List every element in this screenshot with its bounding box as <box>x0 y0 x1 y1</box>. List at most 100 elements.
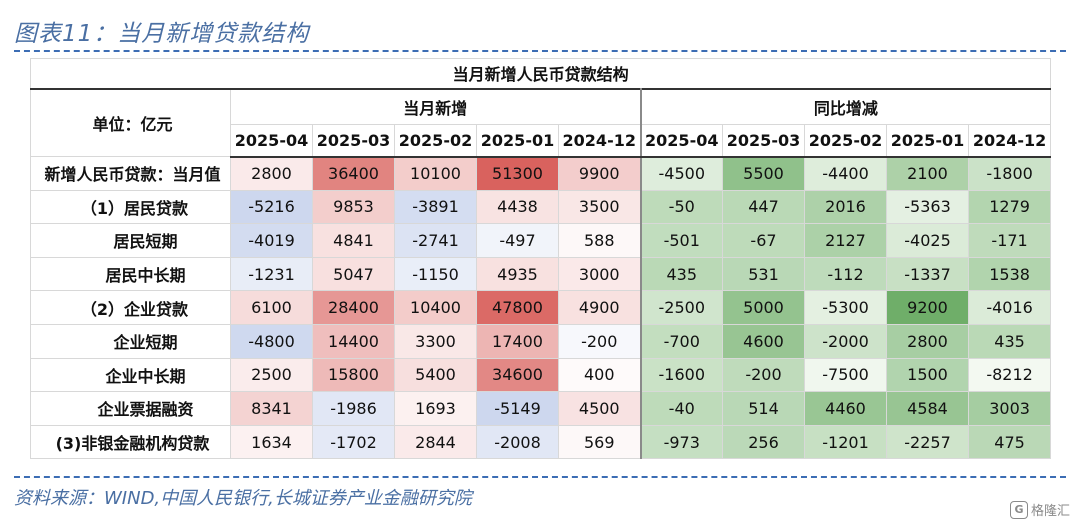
new-value-cell: 10400 <box>394 290 477 325</box>
new-value-cell: 3000 <box>558 256 642 292</box>
yoy-month-header: 2025-03 <box>722 124 805 158</box>
new-value-cell: 3300 <box>394 323 477 359</box>
new-value-cell: 4841 <box>312 223 395 258</box>
watermark-logo: G 格隆汇 <box>1009 500 1070 519</box>
yoy-value-cell: 2800 <box>886 323 969 359</box>
new-value-cell: -2008 <box>476 424 559 460</box>
yoy-value-cell: -1201 <box>804 424 887 460</box>
group-header-new: 当月新增 <box>230 87 642 125</box>
new-value-cell: 6100 <box>230 290 313 325</box>
yoy-value-cell: -501 <box>640 223 723 258</box>
new-value-cell: 4900 <box>558 290 642 325</box>
new-value-cell: 17400 <box>476 323 559 359</box>
yoy-value-cell: -4025 <box>886 223 969 258</box>
new-value-cell: 51300 <box>476 156 559 191</box>
yoy-value-cell: 1279 <box>967 189 1052 225</box>
new-month-header: 2024-12 <box>558 124 642 158</box>
source-divider <box>14 476 1066 478</box>
new-month-header: 2025-02 <box>394 124 477 158</box>
new-value-cell: 28400 <box>312 290 395 325</box>
yoy-value-cell: -1337 <box>886 256 969 292</box>
new-value-cell: 400 <box>558 357 642 393</box>
group-header-yoy: 同比增减 <box>639 87 1052 125</box>
new-value-cell: -4019 <box>230 223 313 258</box>
yoy-value-cell: 2127 <box>804 223 887 258</box>
yoy-value-cell: -4400 <box>804 156 887 191</box>
new-value-cell: -3891 <box>394 189 477 225</box>
row-label: 企业票据融资 <box>30 391 231 426</box>
yoy-month-header: 2025-01 <box>886 124 969 158</box>
yoy-value-cell: 1538 <box>967 256 1052 292</box>
new-value-cell: 10100 <box>394 156 477 191</box>
new-value-cell: 588 <box>558 223 642 258</box>
row-label: 企业短期 <box>30 323 231 359</box>
table-row: 企业中长期 2500 15800 5400 34600 400 -1600 -200 -7500… <box>30 357 1052 393</box>
yoy-value-cell: -1800 <box>967 156 1052 191</box>
yoy-value-cell: -2257 <box>886 424 969 460</box>
table-row: （1）居民贷款 -5216 9853 -3891 4438 3500 -50 447 2016-… <box>30 189 1052 225</box>
new-value-cell: 36400 <box>312 156 395 191</box>
yoy-value-cell: 5500 <box>722 156 805 191</box>
figure-title: 图表11：当月新增贷款结构 <box>14 21 310 47</box>
table-title: 当月新增人民币贷款结构 <box>29 58 1052 89</box>
new-value-cell: 2500 <box>230 357 313 393</box>
new-value-cell: 2800 <box>230 156 313 191</box>
new-value-cell: -1150 <box>394 256 477 292</box>
table-row: (3)非银金融机构贷款 1634 -1702 2844 -2008 569 -973 256-… <box>30 424 1052 460</box>
row-label: （1）居民贷款 <box>30 189 231 225</box>
new-value-cell: 8341 <box>230 391 313 426</box>
yoy-value-cell: 531 <box>722 256 805 292</box>
new-value-cell: -2741 <box>394 223 477 258</box>
yoy-value-cell: -973 <box>640 424 723 460</box>
new-value-cell: 15800 <box>312 357 395 393</box>
watermark-text: 格隆汇 <box>1030 504 1070 519</box>
new-value-cell: -5149 <box>476 391 559 426</box>
yoy-value-cell: -8212 <box>967 357 1052 393</box>
yoy-month-header: 2025-04 <box>640 124 723 158</box>
new-value-cell: 14400 <box>312 323 395 359</box>
new-value-cell: 4500 <box>558 391 642 426</box>
new-value-cell: -200 <box>558 323 642 359</box>
new-value-cell: 5047 <box>312 256 395 292</box>
new-value-cell: -4800 <box>230 323 313 359</box>
yoy-value-cell: 447 <box>722 189 805 225</box>
yoy-value-cell: -1600 <box>640 357 723 393</box>
new-month-header: 2025-03 <box>312 124 395 158</box>
new-value-cell: -5216 <box>230 189 313 225</box>
new-value-cell: 4935 <box>476 256 559 292</box>
yoy-value-cell: -2000 <box>804 323 887 359</box>
table-row: 企业票据融资 8341 -1986 1693 -5149 4500 -40 514 4460 45… <box>30 391 1052 426</box>
table-row: 居民中长期 -1231 5047 -1150 4935 3000 435 531 -112 -13… <box>30 256 1052 292</box>
yoy-month-header: 2025-02 <box>804 124 887 158</box>
new-value-cell: 34600 <box>476 357 559 393</box>
yoy-value-cell: 435 <box>967 323 1052 359</box>
yoy-value-cell: -700 <box>640 323 723 359</box>
table-row: （2）企业贷款 6100 28400 10400 47800 4900 -2500 5000-… <box>30 290 1052 325</box>
row-label: (3)非银金融机构贷款 <box>30 424 231 460</box>
new-value-cell: 5400 <box>394 357 477 393</box>
row-label: 新增人民币贷款：当月值 <box>30 156 231 191</box>
new-month-header: 2025-01 <box>476 124 559 158</box>
new-value-cell: 9900 <box>558 156 642 191</box>
yoy-value-cell: 4460 <box>804 391 887 426</box>
yoy-value-cell: 1500 <box>886 357 969 393</box>
yoy-value-cell: 514 <box>722 391 805 426</box>
yoy-value-cell: 475 <box>967 424 1052 460</box>
yoy-value-cell: -5300 <box>804 290 887 325</box>
yoy-value-cell: -5363 <box>886 189 969 225</box>
new-value-cell: -1231 <box>230 256 313 292</box>
yoy-value-cell: -67 <box>722 223 805 258</box>
yoy-value-cell: -50 <box>640 189 723 225</box>
yoy-month-header: 2024-12 <box>967 124 1052 158</box>
yoy-value-cell: -40 <box>640 391 723 426</box>
unit-label: 单位：亿元 <box>30 87 231 157</box>
yoy-value-cell: -200 <box>722 357 805 393</box>
row-label: 居民中长期 <box>30 256 231 292</box>
table-row: 居民短期 -4019 4841 -2741 -497 588 -501 -67 2127 -402… <box>30 223 1052 258</box>
new-value-cell: -1702 <box>312 424 395 460</box>
new-value-cell: 4438 <box>476 189 559 225</box>
yoy-value-cell: 3003 <box>967 391 1052 426</box>
new-value-cell: 3500 <box>558 189 642 225</box>
row-label: 企业中长期 <box>30 357 231 393</box>
new-value-cell: 47800 <box>476 290 559 325</box>
